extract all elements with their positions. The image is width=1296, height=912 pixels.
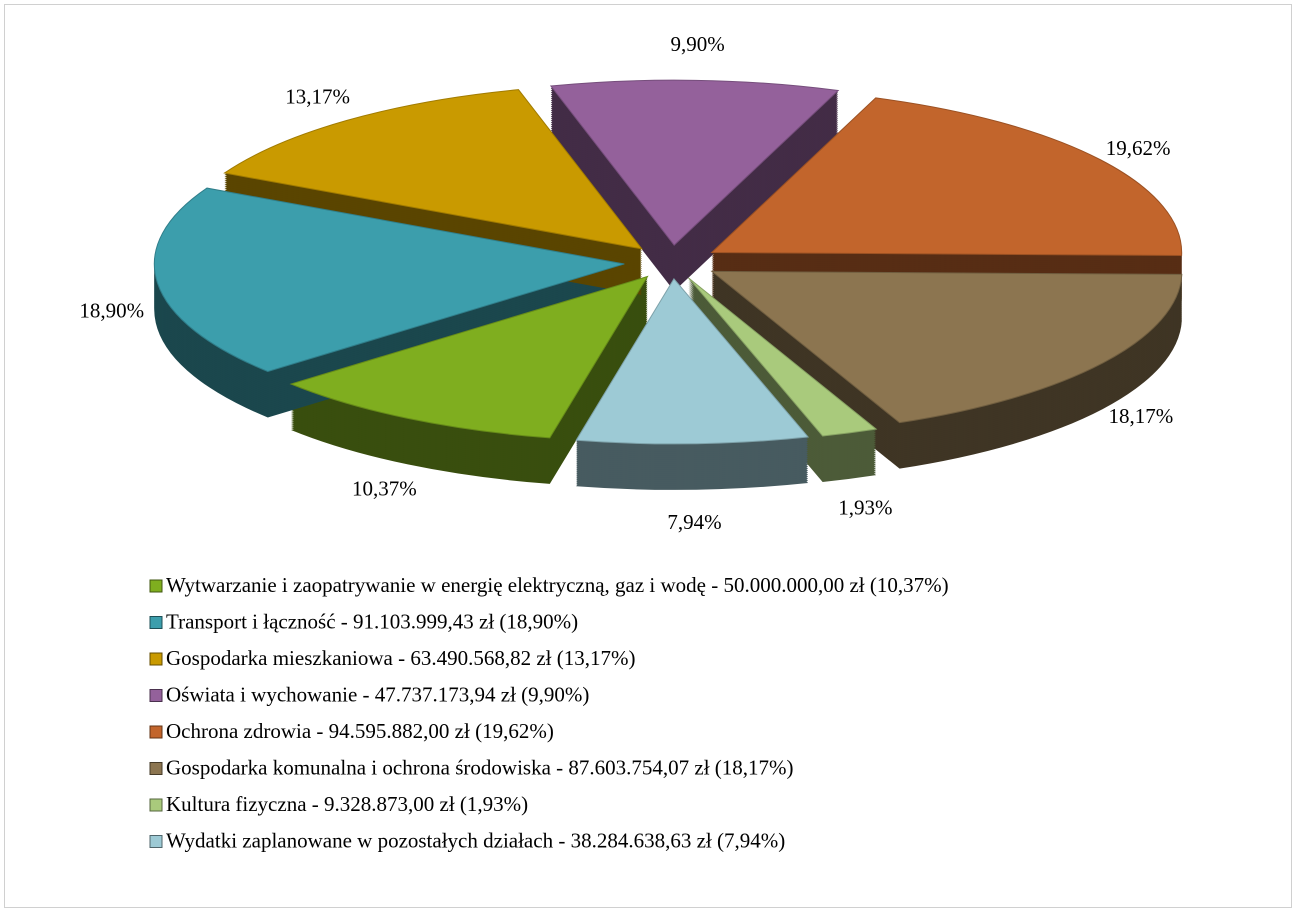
- legend-label: Gospodarka mieszkaniowa - 63.490.568,82 …: [166, 646, 635, 670]
- pie: 10,37% 18,90% 13,17% 9,90% 19,62% 18,17% 1,93%…: [79, 32, 1183, 534]
- legend-label: Kultura fizyczna - 9.328.873,00 zł (1,93…: [166, 792, 528, 816]
- slice: [575, 277, 810, 445]
- slice: [549, 79, 840, 246]
- legend-marker: [149, 652, 163, 666]
- data-label: 1,93%: [838, 496, 892, 520]
- slice: [223, 89, 644, 250]
- legend-marker: [149, 762, 163, 775]
- legend-label: Oświata i wychowanie - 47.737.173,94 zł …: [166, 682, 589, 706]
- data-label: 13,17%: [285, 85, 350, 109]
- legend-label: Gospodarka komunalna i ochrona środowisk…: [166, 755, 794, 779]
- legend-marker: [149, 689, 163, 702]
- legend-marker: [149, 835, 163, 848]
- legend: Wytwarzanie i zaopatrywanie w energię el…: [149, 573, 949, 852]
- data-label: 19,62%: [1106, 136, 1171, 160]
- data-label: 10,37%: [352, 477, 417, 501]
- legend-marker: [149, 579, 163, 593]
- slice: [710, 97, 1183, 257]
- legend-marker: [149, 616, 163, 629]
- slice: [153, 187, 625, 373]
- legend-label: Wydatki zaplanowane w pozostałych działa…: [166, 828, 785, 852]
- data-label: 7,94%: [667, 510, 721, 534]
- legend-marker: [149, 725, 163, 739]
- data-label: 9,90%: [670, 32, 724, 56]
- legend-label: Transport i łączność - 91.103.999,43 zł …: [166, 609, 578, 633]
- legend-marker: [149, 798, 163, 812]
- data-label: 18,90%: [79, 299, 144, 323]
- legend-label: Wytwarzanie i zaopatrywanie w energię el…: [166, 573, 949, 597]
- slice: [688, 277, 878, 437]
- slice: [710, 270, 1183, 424]
- data-label: 18,17%: [1109, 404, 1174, 428]
- slice: [289, 275, 649, 439]
- legend-label: Ochrona zdrowia - 94.595.882,00 zł (19,6…: [166, 719, 554, 743]
